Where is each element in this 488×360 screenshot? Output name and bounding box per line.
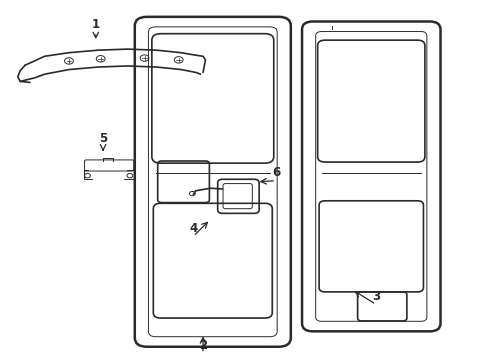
Text: 6: 6: [271, 166, 280, 179]
Text: 1: 1: [92, 18, 100, 31]
Text: 4: 4: [189, 222, 197, 235]
Text: 2: 2: [199, 339, 207, 352]
Text: 3: 3: [371, 290, 380, 303]
Text: 5: 5: [99, 132, 107, 145]
